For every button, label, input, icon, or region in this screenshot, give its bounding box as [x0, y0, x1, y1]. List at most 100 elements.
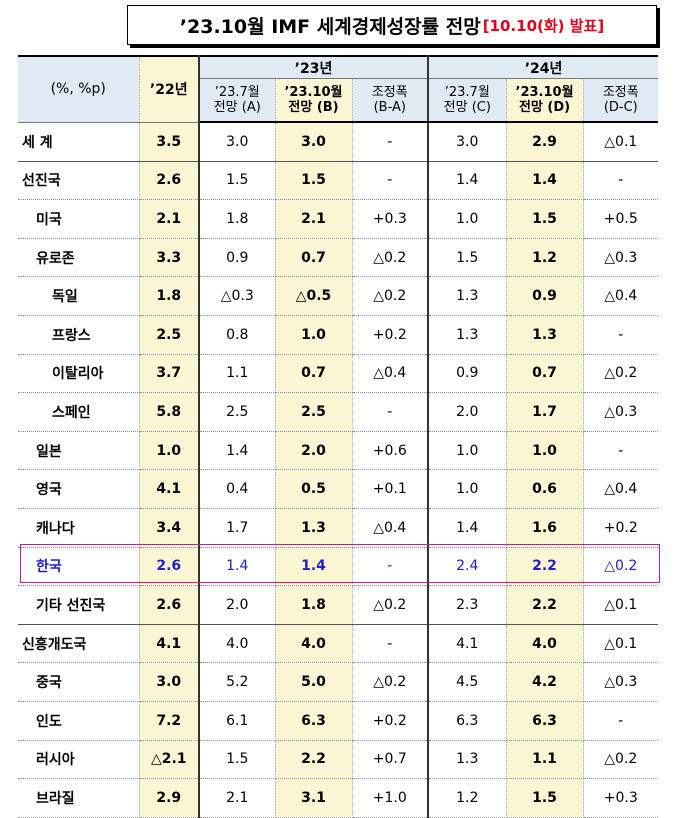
value-23-oct-cell: 1.3	[275, 508, 353, 548]
value-23-jul-cell: 5.2	[199, 662, 276, 702]
row-name-cell: 일본	[18, 431, 140, 471]
adjustment-24-cell: +0.5	[583, 199, 659, 239]
value-23-oct-cell: 4.0	[275, 624, 353, 664]
adjustment-23-cell: -	[352, 624, 430, 664]
value-2022-cell: 2.6	[139, 547, 200, 587]
table-row: 이탈리아 3.7 1.1 0.7 △0.4 0.9 0.7 △0.2	[18, 354, 659, 394]
document-title: ’23.10월 IMF 세계경제성장률 전망 [10.10(화) 발표]	[127, 5, 657, 45]
header-23-oct-forecast: ’23.10월 전망 (B)	[275, 78, 353, 123]
adjustment-24-cell: -	[583, 161, 659, 201]
value-24-oct-cell: 1.5	[506, 199, 584, 239]
row-name-cell: 세 계	[18, 122, 140, 162]
value-24-jul-cell: 2.4	[428, 547, 507, 587]
value-24-jul-cell: 4.5	[428, 662, 507, 702]
adjustment-23-cell: -	[352, 392, 430, 432]
value-24-oct-cell: 2.9	[506, 122, 584, 162]
value-2022-cell: 2.6	[139, 585, 200, 625]
value-2022-cell: 4.1	[139, 469, 200, 509]
value-23-jul-cell: 1.4	[199, 547, 276, 587]
row-name-cell: 한국	[18, 547, 140, 587]
adjustment-23-cell: +0.3	[352, 199, 430, 239]
table-row: 캐나다 3.4 1.7 1.3 △0.4 1.4 1.6 +0.2	[18, 508, 659, 548]
value-2022-cell: 3.5	[139, 122, 200, 162]
value-23-jul-cell: 1.1	[199, 354, 276, 394]
value-24-jul-cell: 1.3	[428, 276, 507, 316]
adjustment-24-cell: △0.2	[583, 547, 659, 587]
row-name-cell: 기타 선진국	[18, 585, 140, 625]
adjustment-24-cell: -	[583, 431, 659, 471]
value-24-jul-cell: 1.4	[428, 508, 507, 548]
adjustment-23-cell: +0.1	[352, 469, 430, 509]
value-24-jul-cell: 4.1	[428, 624, 507, 664]
adjustment-23-cell: △0.2	[352, 238, 430, 278]
table-row: 프랑스 2.5 0.8 1.0 +0.2 1.3 1.3-	[18, 315, 659, 355]
value-23-oct-cell: 6.3	[275, 701, 353, 741]
row-name-cell: 브라질	[18, 778, 140, 818]
row-name-cell: 인도	[18, 701, 140, 741]
row-name-cell: 러시아	[18, 740, 140, 780]
table-row: 한국 2.6 1.4 1.4-2.4 2.2 △0.2	[18, 547, 659, 587]
value-23-oct-cell: 2.1	[275, 199, 353, 239]
table-row: 영국 4.1 0.4 0.5 +0.1 1.0 0.6 △0.4	[18, 469, 659, 509]
value-2022-cell: 2.1	[139, 199, 200, 239]
value-23-oct-cell: 5.0	[275, 662, 353, 702]
value-2022-cell: 3.7	[139, 354, 200, 394]
value-24-jul-cell: 2.3	[428, 585, 507, 625]
value-24-oct-cell: 0.6	[506, 469, 584, 509]
adjustment-24-cell: △0.1	[583, 585, 659, 625]
value-23-oct-cell: 0.7	[275, 238, 353, 278]
value-24-oct-cell: 1.7	[506, 392, 584, 432]
adjustment-23-cell: +1.0	[352, 778, 430, 818]
table-row: 유로존 3.3 0.9 0.7 △0.2 1.5 1.2 △0.3	[18, 238, 659, 278]
value-24-jul-cell: 1.0	[428, 431, 507, 471]
value-23-jul-cell: 1.4	[199, 431, 276, 471]
adjustment-23-cell: +0.7	[352, 740, 430, 780]
adjustment-23-cell: △0.2	[352, 276, 430, 316]
value-23-jul-cell: 0.8	[199, 315, 276, 355]
value-24-jul-cell: 1.0	[428, 469, 507, 509]
value-23-oct-cell: 0.5	[275, 469, 353, 509]
row-name-cell: 선진국	[18, 161, 140, 201]
adjustment-24-cell: △0.3	[583, 392, 659, 432]
value-24-jul-cell: 1.3	[428, 315, 507, 355]
value-23-oct-cell: 2.5	[275, 392, 353, 432]
value-23-oct-cell: 1.8	[275, 585, 353, 625]
value-23-oct-cell: 1.0	[275, 315, 353, 355]
adjustment-24-cell: △0.4	[583, 276, 659, 316]
adjustment-23-cell: △0.2	[352, 662, 430, 702]
adjustment-24-cell: -	[583, 701, 659, 741]
adjustment-23-cell: △0.2	[352, 585, 430, 625]
adjustment-24-cell: △0.4	[583, 469, 659, 509]
table-row: 독일 1.8 △0.3 △0.5 △0.2 1.3 0.9 △0.4	[18, 276, 659, 316]
title-release-date: [10.10(화) 발표]	[482, 16, 605, 35]
table-row: 선진국 2.6 1.5 1.5-1.4 1.4-	[18, 161, 659, 201]
value-24-jul-cell: 0.9	[428, 354, 507, 394]
row-name-cell: 영국	[18, 469, 140, 509]
table-row: 기타 선진국 2.6 2.0 1.8 △0.2 2.3 2.2 △0.1	[18, 585, 659, 625]
table-row: 세 계 3.5 3.0 3.0-3.0 2.9 △0.1	[18, 122, 659, 162]
value-23-jul-cell: 2.5	[199, 392, 276, 432]
adjustment-24-cell: +0.3	[583, 778, 659, 818]
growth-forecast-table: (%, %p) ’22년 ’23년 ’24년 ’23.7월 전망 (A) ’23.…	[18, 55, 659, 818]
adjustment-24-cell: △0.2	[583, 354, 659, 394]
value-23-jul-cell: 0.4	[199, 469, 276, 509]
value-24-jul-cell: 1.0	[428, 199, 507, 239]
value-23-oct-cell: △0.5	[275, 276, 353, 316]
value-23-oct-cell: 1.4	[275, 547, 353, 587]
value-24-jul-cell: 1.3	[428, 740, 507, 780]
value-24-oct-cell: 4.0	[506, 624, 584, 664]
unit-label: (%, %p)	[18, 55, 140, 123]
value-2022-cell: 1.8	[139, 276, 200, 316]
adjustment-23-cell: △0.4	[352, 354, 430, 394]
adjustment-24-cell: △0.1	[583, 624, 659, 664]
value-24-oct-cell: 2.2	[506, 547, 584, 587]
adjustment-23-cell: -	[352, 547, 430, 587]
adjustment-23-cell: +0.2	[352, 701, 430, 741]
year-2024-header: ’24년	[428, 55, 659, 79]
value-24-jul-cell: 1.4	[428, 161, 507, 201]
adjustment-24-cell: △0.2	[583, 740, 659, 780]
adjustment-23-cell: -	[352, 161, 430, 201]
value-23-jul-cell: 0.9	[199, 238, 276, 278]
value-23-oct-cell: 3.0	[275, 122, 353, 162]
row-name-cell: 프랑스	[18, 315, 140, 355]
